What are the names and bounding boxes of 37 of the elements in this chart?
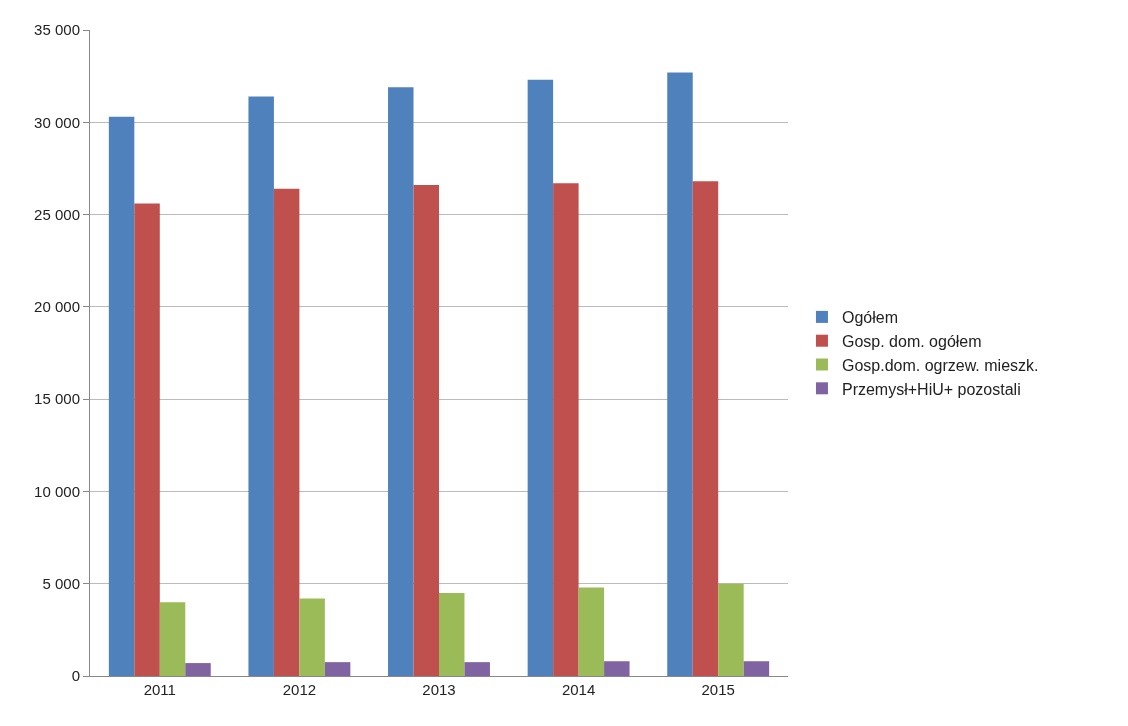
y-tick-label: 10 000 bbox=[34, 482, 80, 500]
bar bbox=[667, 72, 693, 676]
legend-label: Gosp.dom. ogrzew. mieszk. bbox=[841, 356, 1039, 374]
legend-label: Ogółem bbox=[841, 309, 898, 327]
bar bbox=[388, 87, 414, 676]
bar bbox=[159, 602, 186, 676]
y-tick-label: 30 000 bbox=[34, 113, 80, 131]
bar bbox=[527, 79, 554, 676]
y-tick-label: 5 000 bbox=[42, 574, 80, 592]
bar bbox=[692, 181, 719, 676]
x-tick-label: 2013 bbox=[422, 681, 456, 698]
bar bbox=[464, 662, 490, 676]
legend-label: Przemysł+HiU+ pozostali bbox=[841, 380, 1021, 398]
y-tick-label: 25 000 bbox=[34, 205, 80, 223]
legend-label: Gosp. dom. ogółem bbox=[841, 332, 982, 350]
x-tick-label: 2012 bbox=[282, 681, 317, 698]
bar bbox=[134, 203, 160, 676]
bar bbox=[553, 183, 579, 676]
bar bbox=[604, 661, 630, 676]
y-tick-label: 15 000 bbox=[34, 390, 80, 408]
bar bbox=[743, 661, 770, 676]
bar bbox=[578, 587, 605, 676]
bar bbox=[108, 116, 135, 676]
y-tick-label: 20 000 bbox=[34, 298, 80, 316]
x-tick-label: 2014 bbox=[561, 681, 596, 698]
x-tick-label: 2011 bbox=[143, 681, 176, 698]
bar bbox=[185, 663, 211, 676]
bar bbox=[273, 188, 300, 676]
bar bbox=[439, 592, 465, 676]
y-tick-label: 35 000 bbox=[34, 21, 80, 39]
bar bbox=[248, 96, 274, 676]
x-tick-label: 2015 bbox=[701, 681, 735, 698]
bar bbox=[413, 185, 439, 676]
bar bbox=[299, 598, 325, 676]
y-tick-label: 0 bbox=[71, 667, 80, 685]
bar bbox=[324, 662, 351, 676]
bar bbox=[718, 583, 744, 676]
